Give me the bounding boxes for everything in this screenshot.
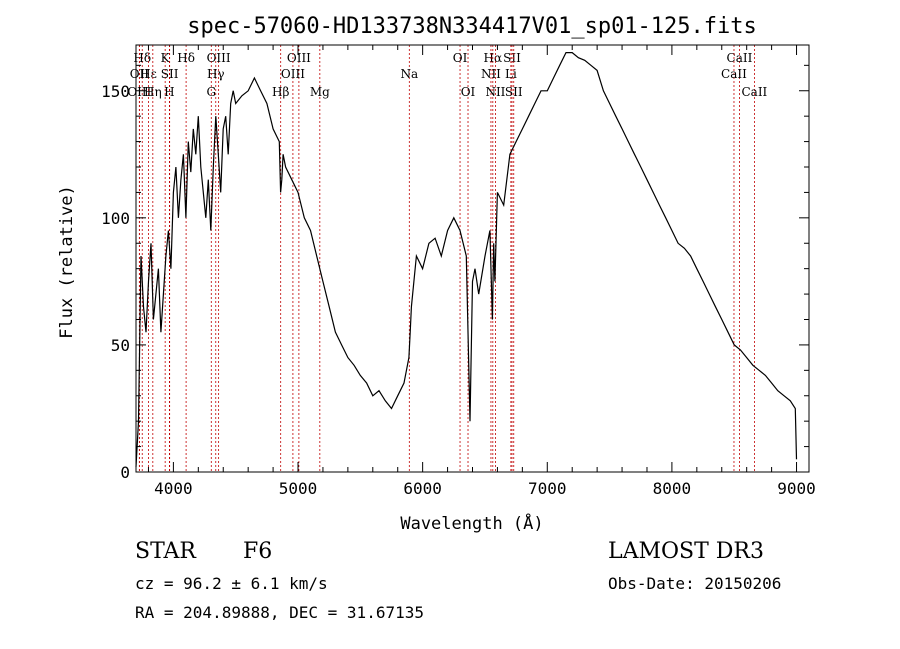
marker-label: OI [461, 85, 476, 99]
y-tick-label: 50 [111, 336, 130, 355]
y-tick-label: 100 [101, 209, 130, 228]
marker-label: H [164, 85, 174, 99]
marker-label: OIII [287, 51, 311, 65]
marker-label: Hα [484, 51, 503, 65]
series-line [135, 51, 798, 467]
x-axis-label: Wavelength (Å) [400, 512, 543, 534]
marker-label: CaII [721, 67, 747, 81]
x-tick-label: 6000 [403, 479, 442, 498]
marker-label: NII [481, 67, 501, 81]
redshift-velocity: cz = 96.2 ± 6.1 km/s [135, 574, 328, 593]
observation-date: Obs-Date: 20150206 [608, 574, 782, 593]
x-axis: 4000 5000 6000 7000 8000 9000 [147, 45, 816, 498]
marker-label: Hδ [177, 51, 195, 65]
marker-label: SII [503, 51, 521, 65]
marker-label: NII [485, 85, 505, 99]
chart-title: spec-57060-HD133738N334417V01_sp01-125.f… [187, 14, 757, 39]
marker-label: Hη [144, 85, 162, 99]
y-axis-label: Flux (relative) [57, 185, 77, 339]
y-axis: 0 50 100 150 [101, 64, 809, 482]
marker-label: SII [505, 85, 523, 99]
marker-label: Na [400, 67, 418, 81]
marker-label: OIII [127, 85, 151, 99]
x-tick-label: 4000 [154, 479, 193, 498]
marker-label: K [161, 51, 171, 65]
object-subclass: F6 [243, 539, 273, 564]
marker-label: G [206, 85, 216, 99]
y-tick-label: 0 [120, 463, 130, 482]
coordinates: RA = 204.89888, DEC = 31.67135 [135, 603, 424, 622]
y-tick-label: 150 [101, 82, 130, 101]
x-tick-label: 7000 [528, 479, 567, 498]
object-class: STAR [135, 539, 196, 564]
spectrum-plot [135, 51, 798, 467]
x-tick-label: 5000 [279, 479, 318, 498]
x-tick-label: 8000 [653, 479, 692, 498]
x-tick-label: 9000 [777, 479, 816, 498]
marker-label: OI [453, 51, 468, 65]
survey-name: LAMOST DR3 [608, 539, 764, 564]
marker-label: OIII [207, 51, 231, 65]
marker-label: Mg [310, 85, 330, 99]
marker-label: CaII [741, 85, 767, 99]
marker-label: Li [505, 67, 517, 81]
marker-label: Hδ [133, 51, 151, 65]
marker-label: Hβ [272, 85, 289, 99]
marker-label: OIII [281, 67, 305, 81]
marker-label: Hγ [207, 67, 225, 81]
marker-label: Hε [140, 67, 157, 81]
marker-label: CaII [727, 51, 753, 65]
plot-frame [135, 44, 810, 473]
